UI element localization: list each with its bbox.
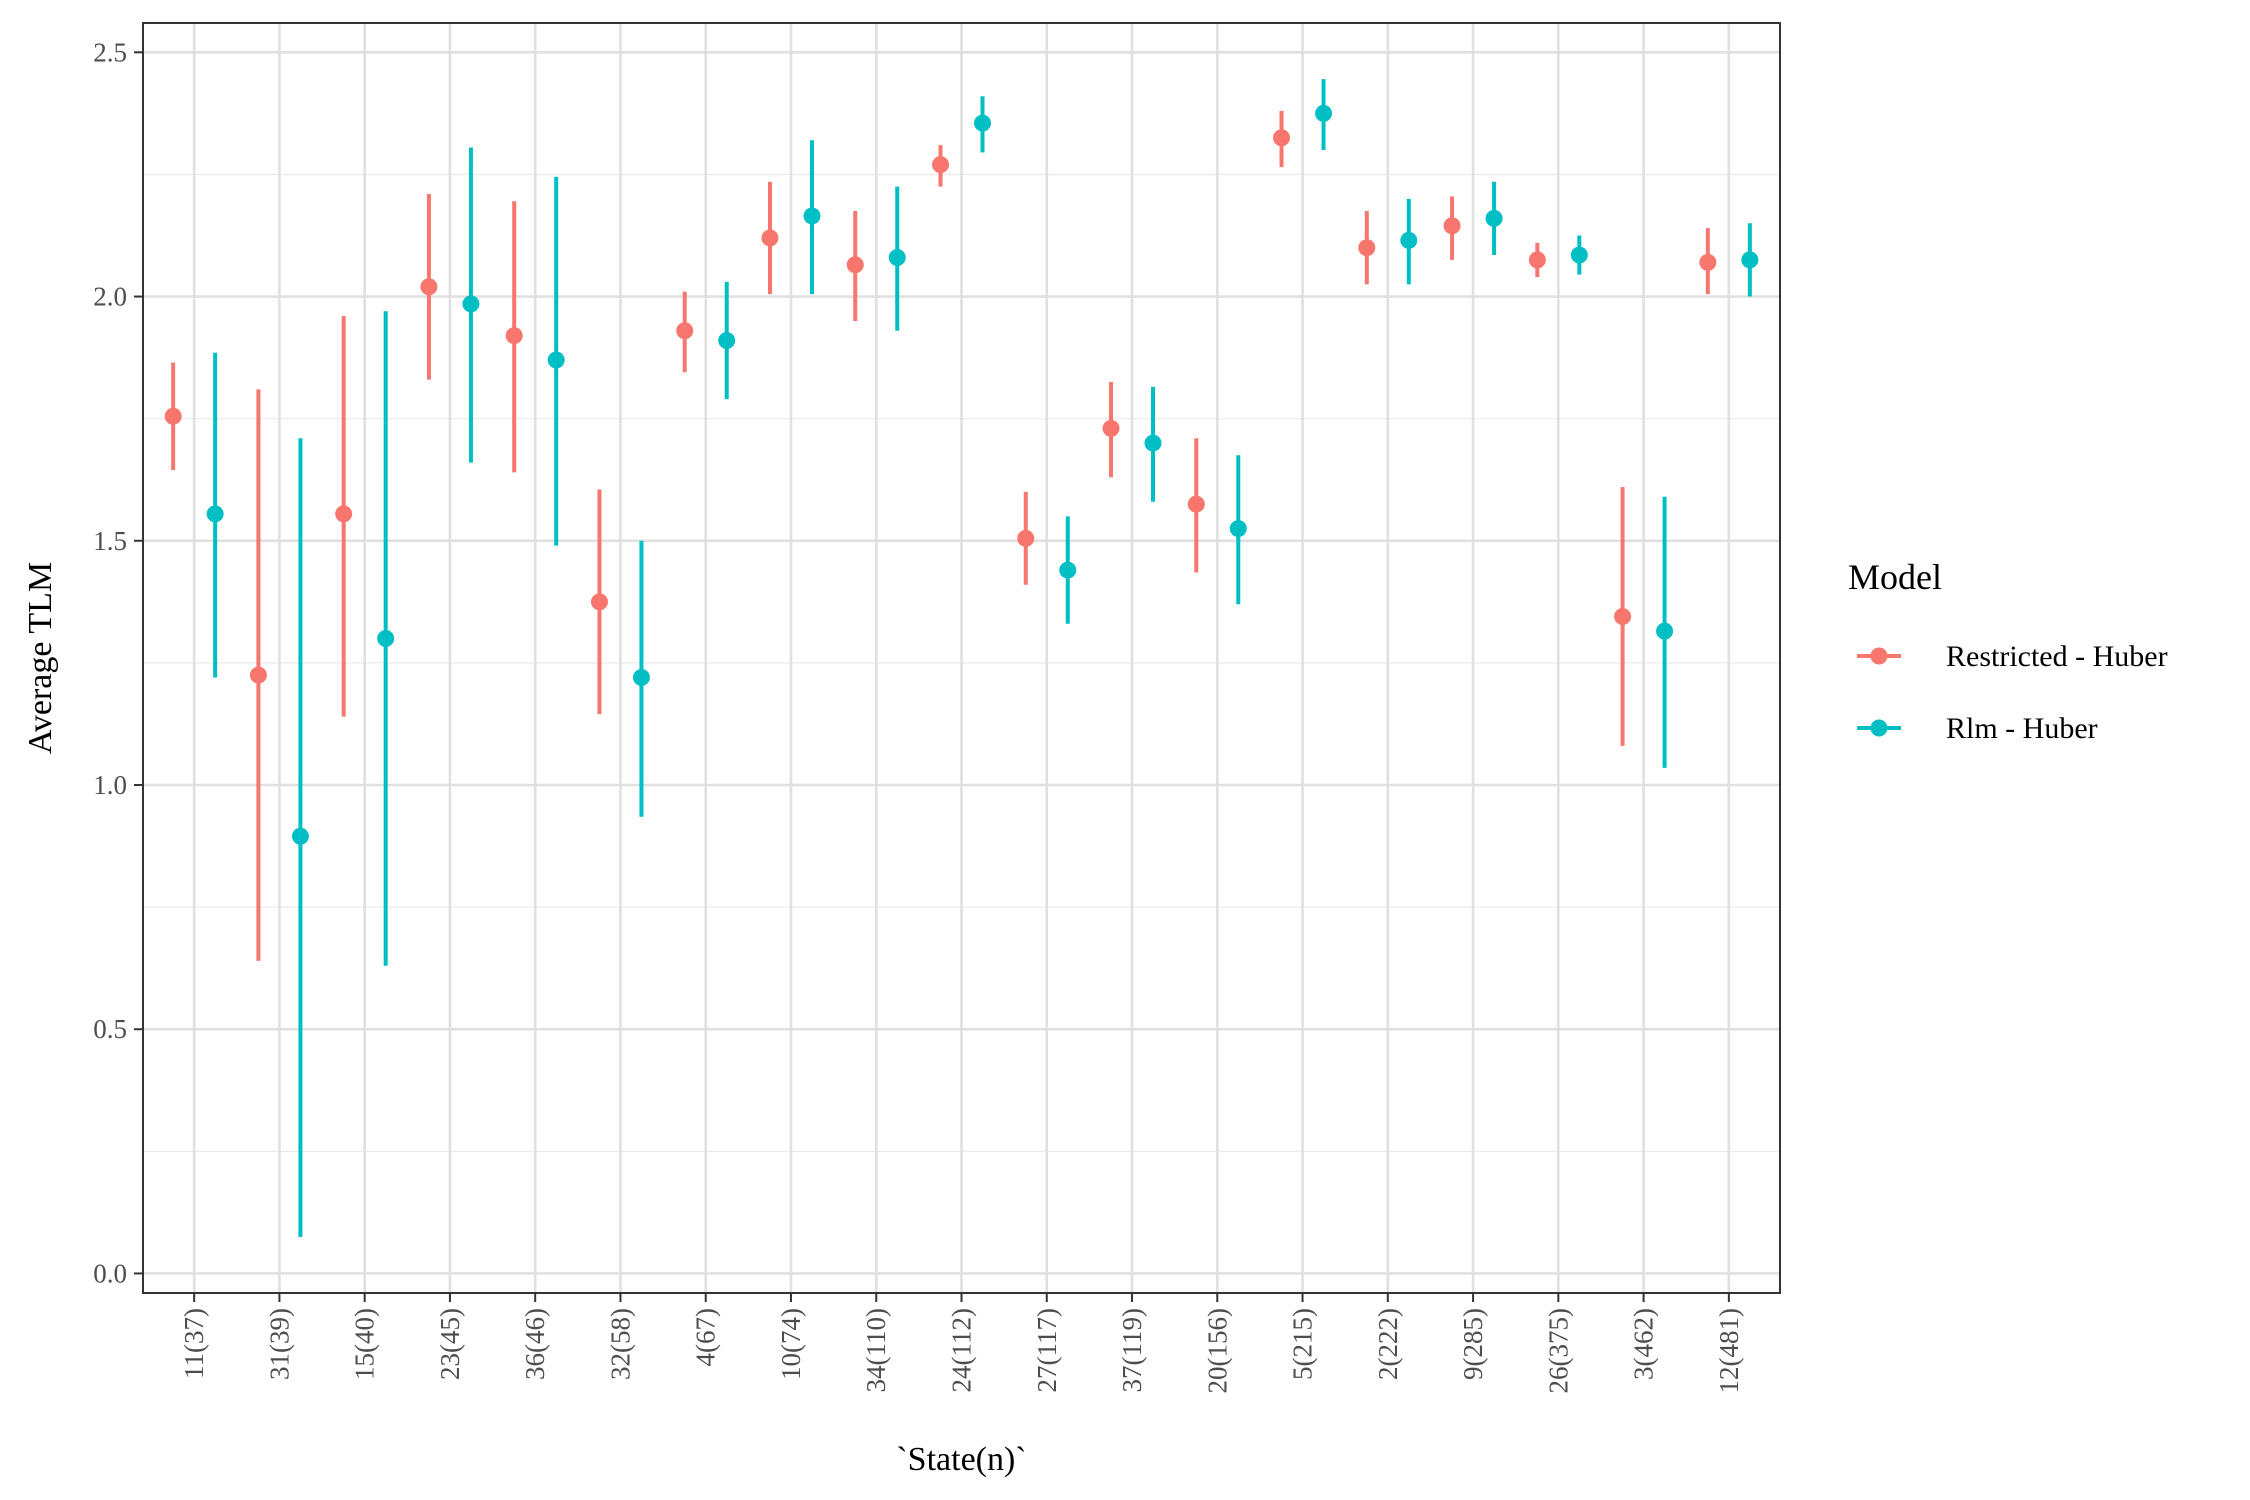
axis-ticks [134,51,1730,1302]
x-tick-label: 11(37) [179,1308,209,1379]
y-tick-label: 0.5 [93,1014,127,1044]
data-point [803,207,821,225]
legend-items: Restricted - Huber Rlm - Huber [1857,640,2168,745]
legend-title: Model [1848,557,1942,597]
data-point [632,669,650,687]
data-point [676,322,694,340]
x-tick-label: 9(285) [1458,1308,1488,1380]
x-tick-label: 26(375) [1543,1308,1573,1393]
data-point [377,629,395,647]
x-tick-label: 15(40) [350,1308,380,1380]
data-point [547,351,565,369]
y-axis-title: Average TLM [22,562,59,754]
data-point [590,593,608,611]
data-point [1144,434,1162,452]
data-point [1187,495,1205,513]
data-point [1400,231,1418,249]
data-point [291,827,309,845]
data-point [1358,239,1376,257]
data-point [335,505,353,523]
x-tick-label: 31(39) [264,1308,294,1380]
x-tick-label: 34(110) [861,1308,891,1392]
data-point [974,114,991,132]
data-point [932,156,949,174]
data-point [1485,209,1503,227]
x-tick-label: 23(45) [435,1308,465,1380]
data-point [1656,622,1674,640]
data-point [1273,129,1291,147]
major-gridlines [143,23,1780,1293]
x-tick-label: 24(112) [947,1308,977,1392]
legend: Model Restricted - Huber Rlm - Huber [1848,557,2168,745]
x-tick-label: 4(67) [691,1308,721,1366]
x-tick-labels: 11(37) 31(39) 15(40) 23(45) 36(46) 32(58) 4(67… [179,1308,1744,1393]
y-tick-label: 0.0 [93,1258,127,1288]
x-tick-label: 2(222) [1373,1308,1403,1380]
data-point [164,407,182,425]
chart-marks [164,79,1759,1237]
y-tick-label: 2.0 [93,282,127,312]
data-point [1102,419,1120,437]
data-point [1059,561,1077,579]
x-tick-label: 12(481) [1714,1308,1744,1393]
legend-key-point [1870,719,1888,737]
data-point [206,505,224,523]
x-tick-label: 5(215) [1288,1308,1318,1380]
x-tick-label: 10(74) [776,1308,806,1380]
data-point [505,327,523,345]
y-tick-label: 1.5 [93,526,127,556]
data-point [1443,217,1461,235]
y-tick-label: 2.5 [93,37,127,67]
data-point [1229,520,1247,538]
data-point [420,278,438,296]
data-point [1614,607,1632,625]
legend-label: Rlm - Huber [1946,712,2098,745]
x-tick-label: 32(58) [605,1308,635,1380]
data-point [1528,251,1546,269]
x-tick-label: 3(462) [1629,1308,1659,1380]
data-point [249,666,267,684]
data-point [1315,104,1333,122]
data-point [462,295,480,313]
data-point [888,248,906,266]
data-point [1699,253,1717,271]
y-tick-labels: 0.0 0.5 1.0 1.5 2.0 2.5 [93,37,127,1288]
legend-label: Restricted - Huber [1946,640,2168,673]
x-tick-label: 20(156) [1202,1308,1232,1393]
y-tick-label: 1.0 [93,770,127,800]
data-point [718,332,736,349]
x-tick-label: 37(119) [1117,1308,1147,1392]
data-point [1570,246,1588,264]
x-tick-label: 27(117) [1032,1308,1062,1392]
data-point [761,229,779,247]
data-point [1017,529,1035,547]
x-tick-label: 36(46) [520,1308,550,1380]
x-axis-title: `State(n)` [896,1441,1026,1478]
legend-key-point [1870,647,1888,665]
data-point [846,256,864,274]
data-point [1741,251,1759,269]
